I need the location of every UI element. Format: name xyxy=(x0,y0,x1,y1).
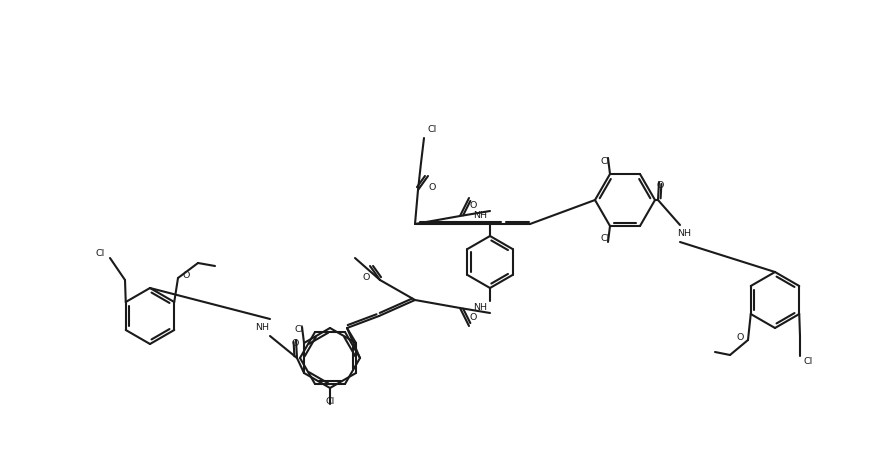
Text: Cl: Cl xyxy=(325,397,335,406)
Text: O: O xyxy=(362,274,370,282)
Text: Cl: Cl xyxy=(803,357,813,367)
Text: Cl: Cl xyxy=(295,326,303,335)
Text: Cl: Cl xyxy=(96,249,104,258)
Text: Cl: Cl xyxy=(601,235,610,244)
Text: Cl: Cl xyxy=(427,126,437,135)
Text: Cl: Cl xyxy=(601,157,610,166)
Text: O: O xyxy=(469,201,477,210)
Text: O: O xyxy=(291,339,299,348)
Text: O: O xyxy=(469,314,477,323)
Text: O: O xyxy=(428,184,436,192)
Text: NH: NH xyxy=(473,211,487,220)
Text: NH: NH xyxy=(677,229,691,238)
Text: O: O xyxy=(182,270,189,279)
Text: O: O xyxy=(656,181,664,190)
Text: NH: NH xyxy=(255,323,269,331)
Text: NH: NH xyxy=(473,304,487,313)
Text: O: O xyxy=(737,333,744,341)
